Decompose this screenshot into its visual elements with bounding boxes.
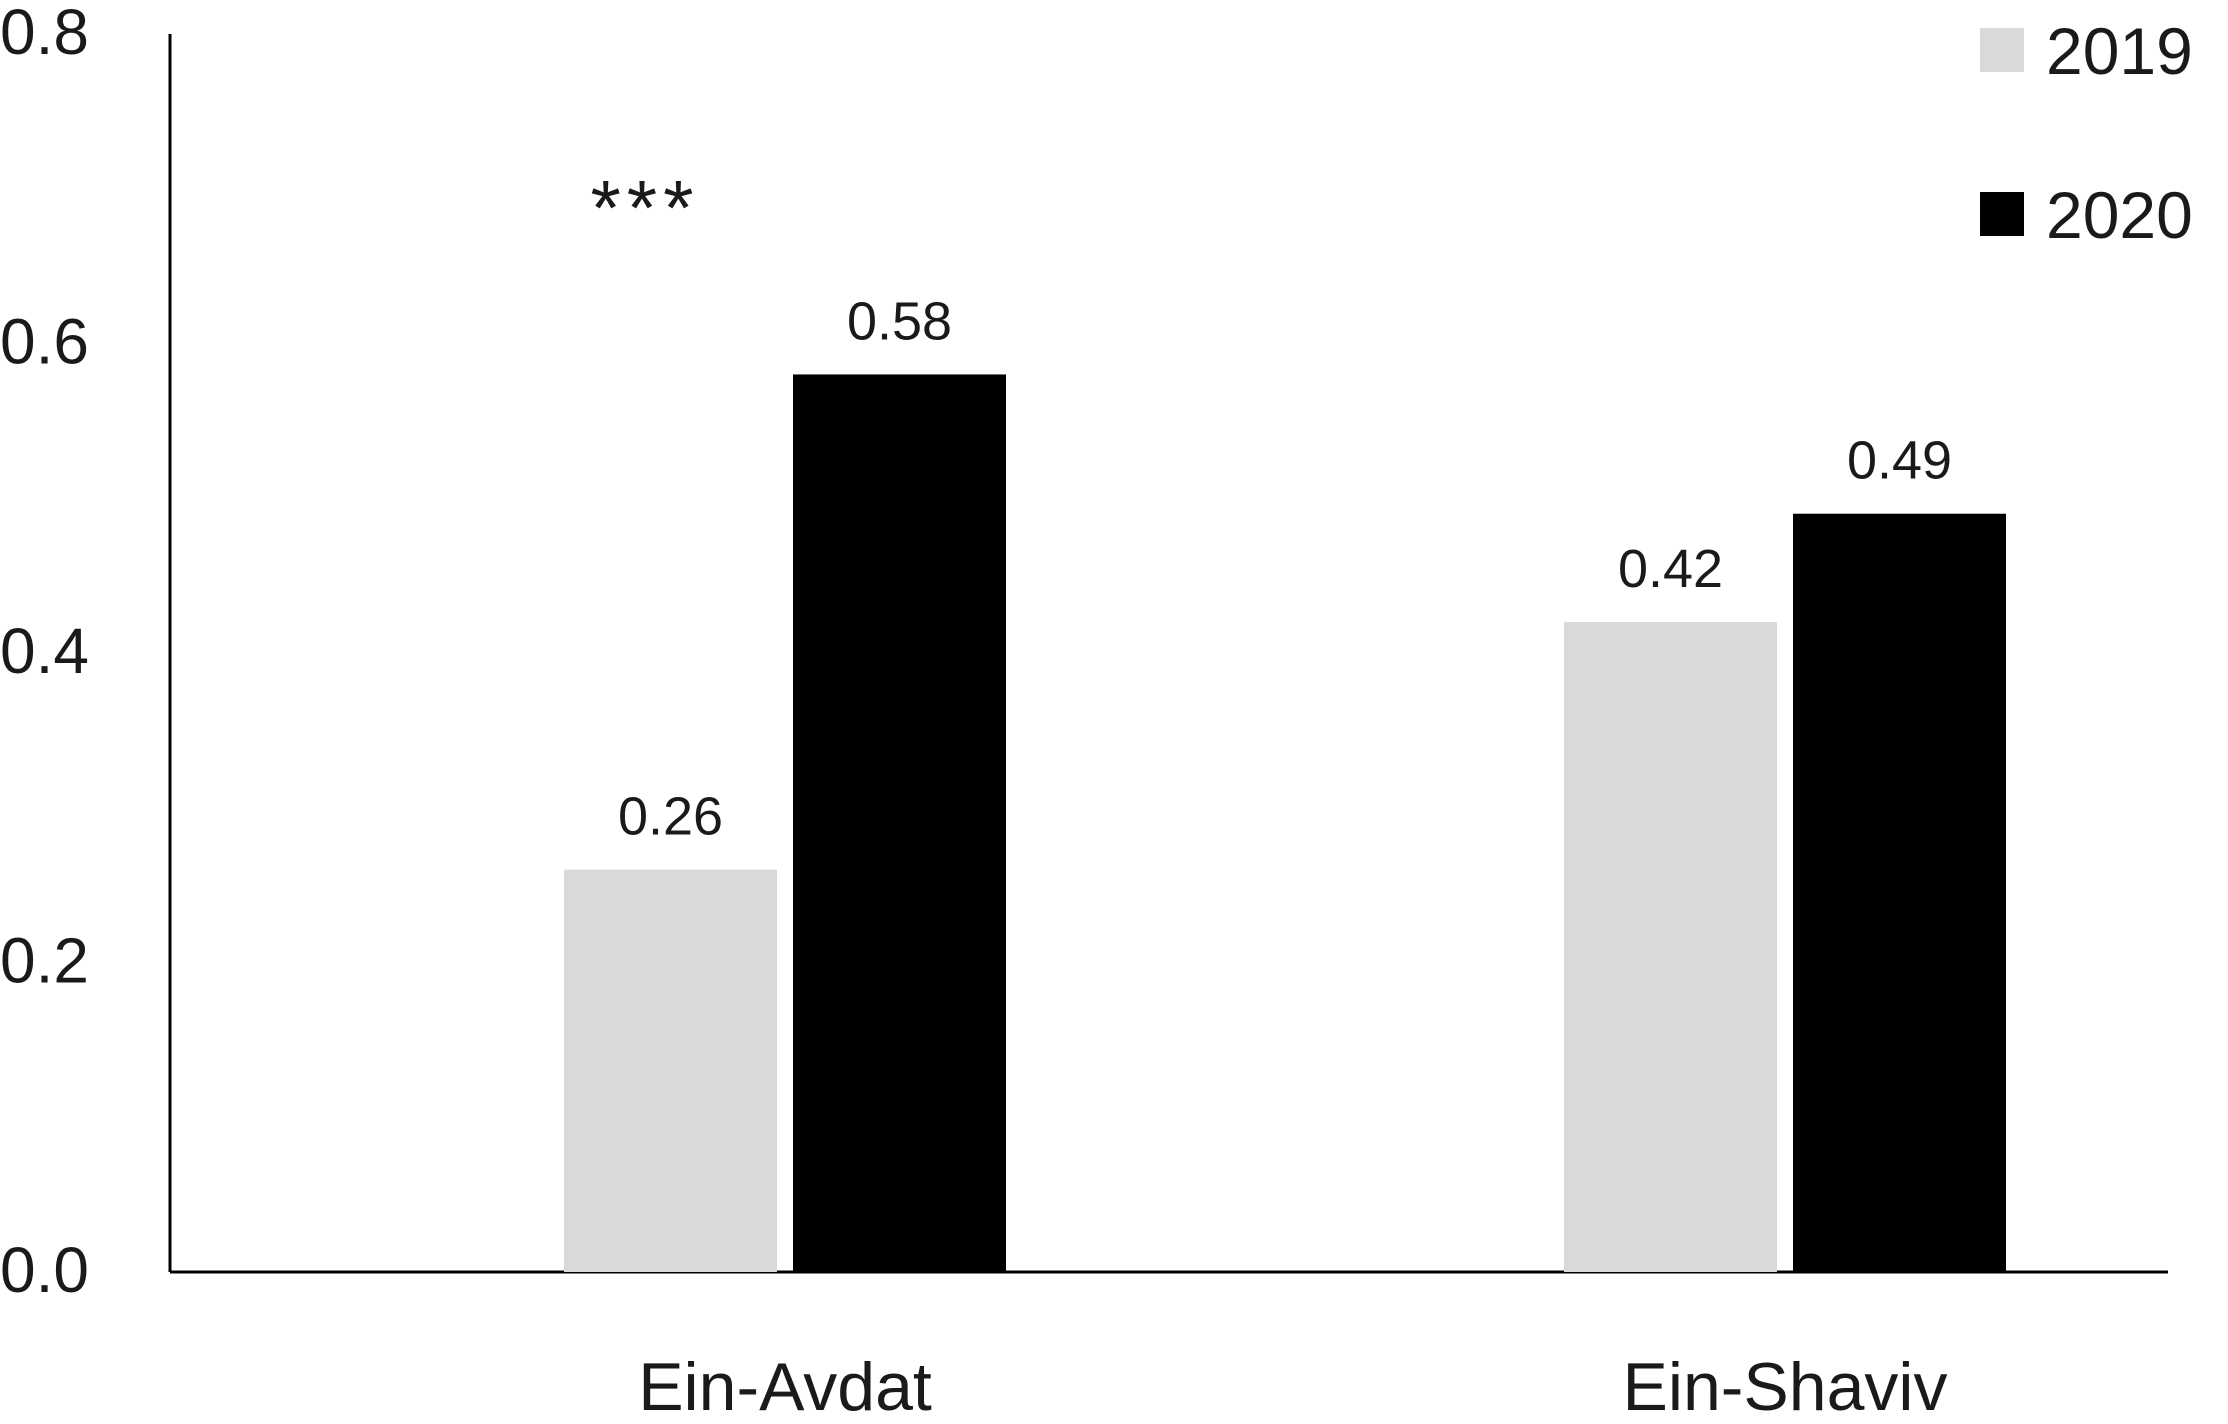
y-tick-label: 0.6	[0, 306, 89, 378]
data-labels: 0.26 0.42 0.58 0.49 ***	[590, 163, 1952, 846]
axes: 0.0 0.2 0.4 0.6 0.8 Ein-Avdat Ein-Shaviv	[0, 0, 2168, 1424]
bar-2019	[564, 869, 777, 1272]
data-label: 0.26	[618, 787, 723, 847]
data-label: 0.58	[847, 291, 952, 351]
bar-2020	[1793, 513, 2006, 1272]
legend: 2019 2020	[1980, 14, 2193, 252]
significance-annotation: ***	[590, 163, 699, 251]
legend-swatch-2020	[1980, 192, 2024, 236]
bar-2019	[1564, 622, 1777, 1272]
data-label: 0.49	[1847, 431, 1952, 491]
legend-label: 2020	[2046, 178, 2193, 252]
y-tick-label: 0.0	[0, 1234, 89, 1306]
legend-swatch-2019	[1980, 28, 2024, 72]
y-tick-label: 0.2	[0, 925, 89, 997]
y-tick-label: 0.4	[0, 615, 89, 687]
bar-2020	[793, 374, 1006, 1272]
x-category-label: Ein-Avdat	[638, 1349, 932, 1419]
bars	[564, 374, 2006, 1272]
legend-label: 2019	[2046, 14, 2193, 88]
y-tick-label: 0.8	[0, 0, 89, 68]
data-label: 0.42	[1618, 539, 1723, 599]
x-category-label: Ein-Shaviv	[1622, 1349, 1947, 1419]
